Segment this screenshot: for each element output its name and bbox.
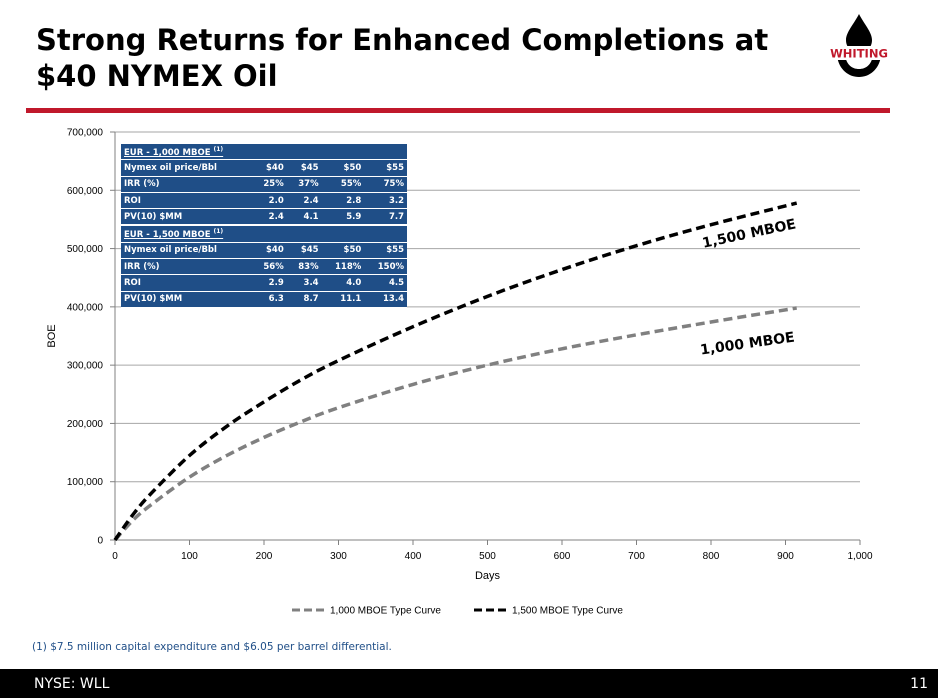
- x-tick-label: 600: [554, 551, 571, 562]
- table-header-footnote-mark: (1): [213, 145, 224, 153]
- ticker-symbol: NYSE: WLL: [34, 676, 110, 692]
- table-cell: 4.5: [364, 274, 407, 292]
- table-cell: 4.0: [321, 274, 365, 292]
- table-cell: 11.1: [321, 291, 365, 308]
- table-row: IRR (%) 25% 37% 55% 75%: [121, 176, 407, 193]
- x-tick-label: 100: [181, 551, 198, 562]
- y-tick-label: 700,000: [67, 128, 104, 139]
- chart-legend: 1,000 MBOE Type Curve 1,500 MBOE Type Cur…: [292, 606, 623, 617]
- economics-table: EUR - 1,000 MBOE (1) Nymex oil price/Bbl $…: [121, 144, 407, 308]
- table-cell: $50: [321, 242, 365, 260]
- whiting-logo: WHITING: [826, 14, 892, 77]
- table-cell: 4.1: [286, 208, 322, 227]
- table-header-label: EUR - 1,000 MBOE: [124, 147, 214, 158]
- y-tick-label: 400,000: [67, 302, 104, 313]
- y-tick-label: 0: [97, 536, 103, 547]
- table-cell: ROI: [121, 192, 252, 210]
- table-cell: 6.3: [251, 291, 287, 308]
- x-tick-label: 300: [330, 551, 347, 562]
- table-row: ROI 2.0 2.4 2.8 3.2: [121, 192, 407, 210]
- table-row: IRR (%) 56% 83% 118% 150%: [121, 258, 407, 276]
- series-line-1: [113, 306, 797, 542]
- table-row: ROI 2.9 3.4 4.0 4.5: [121, 274, 407, 292]
- y-tick-label: 200,000: [67, 419, 104, 430]
- table-cell: IRR (%): [121, 176, 252, 193]
- y-axis-label: BOE: [46, 324, 58, 347]
- table-row: Nymex oil price/Bbl $40 $45 $50 $55: [121, 242, 407, 260]
- table-cell: $45: [286, 242, 322, 260]
- logo-text: WHITING: [830, 47, 888, 61]
- x-tick-label: 200: [256, 551, 273, 562]
- x-tick-label: 500: [479, 551, 496, 562]
- axes: [110, 131, 861, 545]
- series-label-2: 1,500 MBOE: [701, 216, 797, 251]
- table-cell: ROI: [121, 274, 252, 292]
- table-cell: 55%: [321, 176, 365, 193]
- legend-entry: 1,000 MBOE Type Curve: [330, 606, 441, 617]
- y-tick-label: 500,000: [67, 244, 104, 255]
- table-cell: 3.4: [286, 274, 322, 292]
- table-row: PV(10) $MM 2.4 4.1 5.9 7.7: [121, 208, 407, 227]
- table-cell: 56%: [251, 258, 287, 276]
- table-cell: PV(10) $MM: [121, 208, 252, 227]
- table-header-label: EUR - 1,500 MBOE: [124, 230, 214, 241]
- table-cell: $50: [321, 159, 365, 177]
- legend-entry: 1,500 MBOE Type Curve: [512, 606, 623, 617]
- x-tick-label: 700: [628, 551, 645, 562]
- table-header-cell: EUR - 1,000 MBOE (1): [121, 144, 407, 161]
- logo-arc-icon: [837, 56, 881, 77]
- table-cell: 37%: [286, 176, 322, 193]
- table-header-row: EUR - 1,500 MBOE (1): [121, 225, 407, 243]
- table-cell: $40: [251, 159, 287, 177]
- table-cell: 83%: [286, 258, 322, 276]
- y-tick-label: 100,000: [67, 477, 104, 488]
- table-cell: 2.0: [251, 192, 287, 210]
- page-number: 11: [910, 676, 928, 692]
- footer-bar: NYSE: WLL 11: [0, 669, 938, 698]
- footnote: (1) $7.5 million capital expenditure and…: [32, 641, 392, 653]
- table-cell: 2.4: [286, 192, 322, 210]
- table-header-row: EUR - 1,000 MBOE (1): [121, 144, 407, 161]
- slide-title: Strong Returns for Enhanced Completions …: [36, 23, 769, 93]
- y-tick-label: 600,000: [67, 186, 104, 197]
- logo-drop-icon: [846, 14, 872, 53]
- y-tick-label: 300,000: [67, 361, 104, 372]
- table-cell: 25%: [251, 176, 287, 193]
- table-cell: Nymex oil price/Bbl: [121, 159, 252, 177]
- table-cell: 2.9: [251, 274, 287, 292]
- x-tick-label: 900: [777, 551, 794, 562]
- table-cell: 2.8: [321, 192, 365, 210]
- table-cell: 8.7: [286, 291, 322, 308]
- table-row: Nymex oil price/Bbl $40 $45 $50 $55: [121, 159, 407, 177]
- table-cell: 75%: [364, 176, 407, 193]
- table-cell: 7.7: [364, 208, 407, 227]
- table-cell: IRR (%): [121, 258, 252, 276]
- table-cell: 3.2: [364, 192, 407, 210]
- table-cell: $40: [251, 242, 287, 260]
- table-header-cell: EUR - 1,500 MBOE (1): [121, 225, 407, 243]
- x-axis-label: Days: [475, 570, 501, 582]
- table-cell: $55: [364, 242, 407, 260]
- table-cell: 5.9: [321, 208, 365, 227]
- x-tick-label: 1,000: [847, 551, 872, 562]
- table-cell: 118%: [321, 258, 365, 276]
- table-cell: $55: [364, 159, 407, 177]
- table-cell: 13.4: [364, 291, 407, 308]
- x-tick-label: 400: [405, 551, 422, 562]
- series-lines: [113, 201, 798, 542]
- table-cell: Nymex oil price/Bbl: [121, 242, 252, 260]
- table-cell: PV(10) $MM: [121, 291, 252, 308]
- x-tick-label: 800: [703, 551, 720, 562]
- table-header-footnote-mark: (1): [213, 228, 224, 236]
- table-cell: $45: [286, 159, 322, 177]
- title-divider: [26, 108, 890, 113]
- table-cell: 2.4: [251, 208, 287, 227]
- series-line-2: [113, 201, 798, 542]
- series-label-1: 1,000 MBOE: [699, 329, 796, 358]
- table-cell: 150%: [364, 258, 407, 276]
- table-row: PV(10) $MM 6.3 8.7 11.1 13.4: [121, 291, 407, 308]
- x-tick-label: 0: [112, 551, 118, 562]
